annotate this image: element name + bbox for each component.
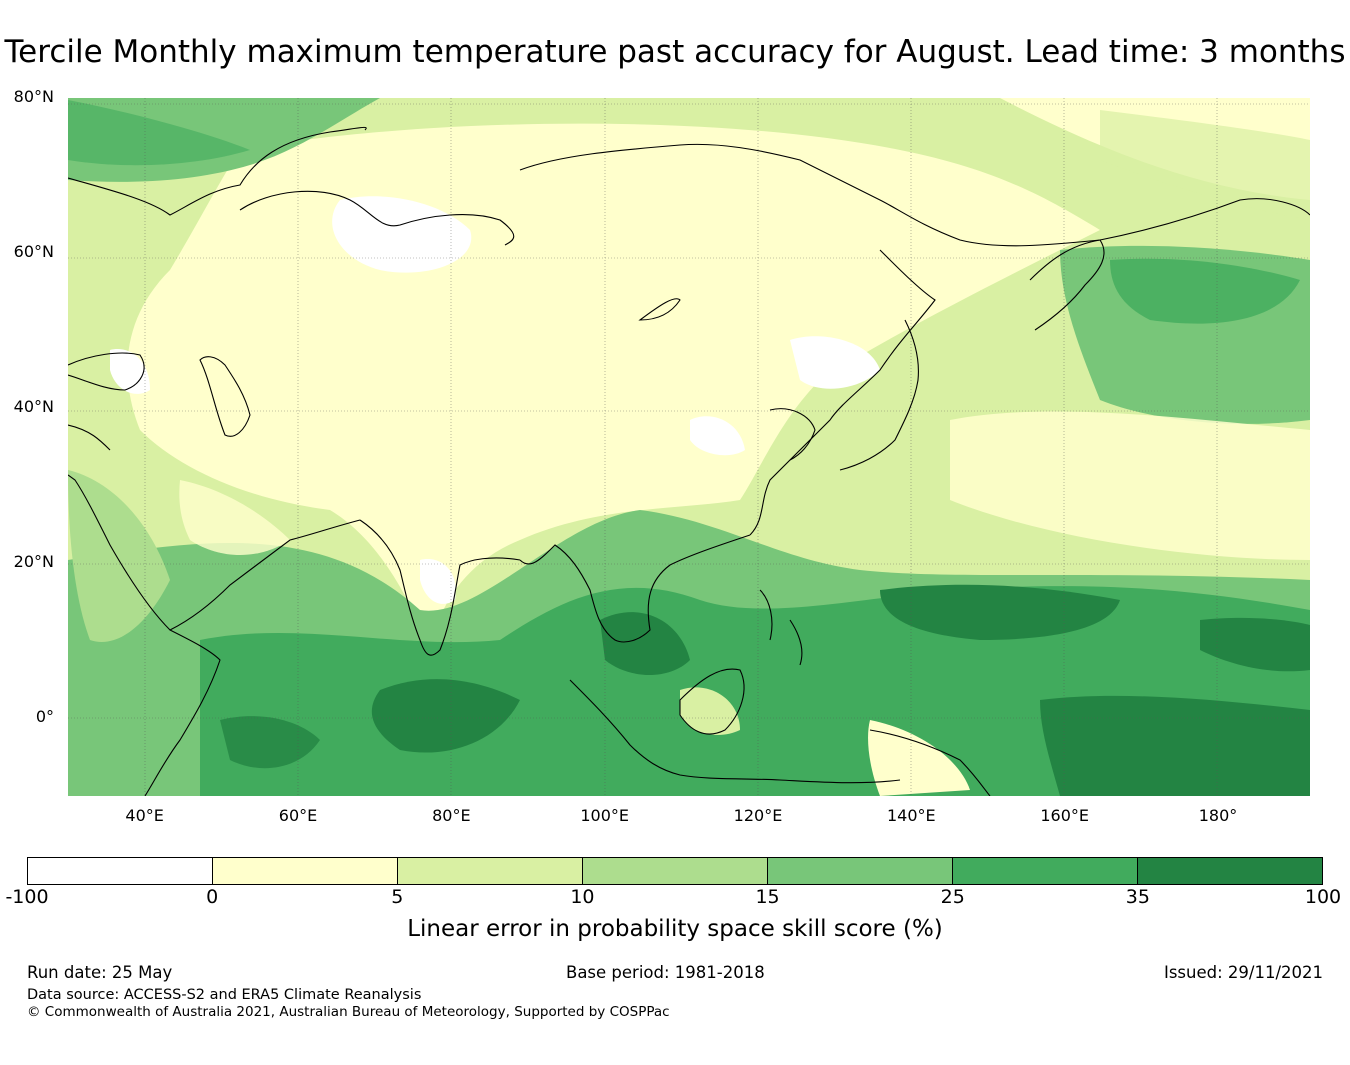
region-no-skill-west-russia — [332, 196, 472, 273]
colorbar-segment — [768, 858, 953, 884]
run-date: Run date: 25 May — [27, 963, 173, 982]
colorbar-tick-label: 100 — [1304, 886, 1342, 908]
colorbar-segment — [398, 858, 583, 884]
lon-label: 100°E — [580, 806, 629, 825]
lon-label: 160°E — [1040, 806, 1089, 825]
region-no-skill-india — [420, 559, 456, 604]
chart-title: Tercile Monthly maximum temperature past… — [0, 30, 1350, 78]
colorbar-tick-label: -100 — [5, 886, 49, 908]
colorbar-tick-label: 0 — [206, 886, 219, 908]
data-source: Data source: ACCESS-S2 and ERA5 Climate … — [27, 987, 422, 1003]
lat-label: 60°N — [13, 242, 54, 262]
lat-label: 80°N — [13, 87, 54, 106]
lat-label: 20°N — [13, 552, 54, 572]
colorbar-label: Linear error in probability space skill … — [407, 916, 943, 942]
colorbar-tick-label: 5 — [391, 886, 404, 908]
map-gridlines — [68, 98, 1310, 796]
colorbar-tick-label: 25 — [940, 886, 965, 908]
region-caspian-white — [110, 349, 150, 394]
lon-label: 140°E — [887, 806, 936, 825]
region-high-skill — [371, 679, 520, 753]
region-no-skill-china — [690, 416, 745, 456]
lon-label: 40°E — [125, 806, 164, 825]
lat-label: 0° — [35, 707, 54, 727]
colorbar-segment — [1138, 858, 1322, 884]
lon-label: 60°E — [278, 806, 318, 825]
lat-label: 40°N — [13, 397, 54, 417]
chart-title-text: Tercile Monthly maximum temperature past… — [4, 34, 1346, 70]
region-no-skill-east — [790, 336, 880, 389]
copyright: © Commonwealth of Australia 2021, Austra… — [27, 1004, 670, 1020]
colorbar-segment — [583, 858, 768, 884]
colorbar-tick-label: 10 — [570, 886, 595, 908]
colorbar-segment — [28, 858, 213, 884]
lon-label: 180° — [1198, 806, 1238, 825]
base-period: Base period: 1981-2018 — [566, 963, 765, 982]
colorbar-tick-label: 35 — [1125, 886, 1150, 908]
colorbar — [27, 857, 1323, 885]
colorbar-tick-label: 15 — [755, 886, 780, 908]
lon-label: 80°E — [432, 806, 471, 825]
colorbar-segment — [953, 858, 1138, 884]
issued-date: Issued: 29/11/2021 — [1163, 963, 1323, 982]
lon-label: 120°E — [733, 806, 783, 825]
coastlines — [68, 126, 1310, 796]
map-plot — [68, 98, 1310, 796]
colorbar-segment — [213, 858, 398, 884]
skill-score-field — [68, 98, 1310, 796]
